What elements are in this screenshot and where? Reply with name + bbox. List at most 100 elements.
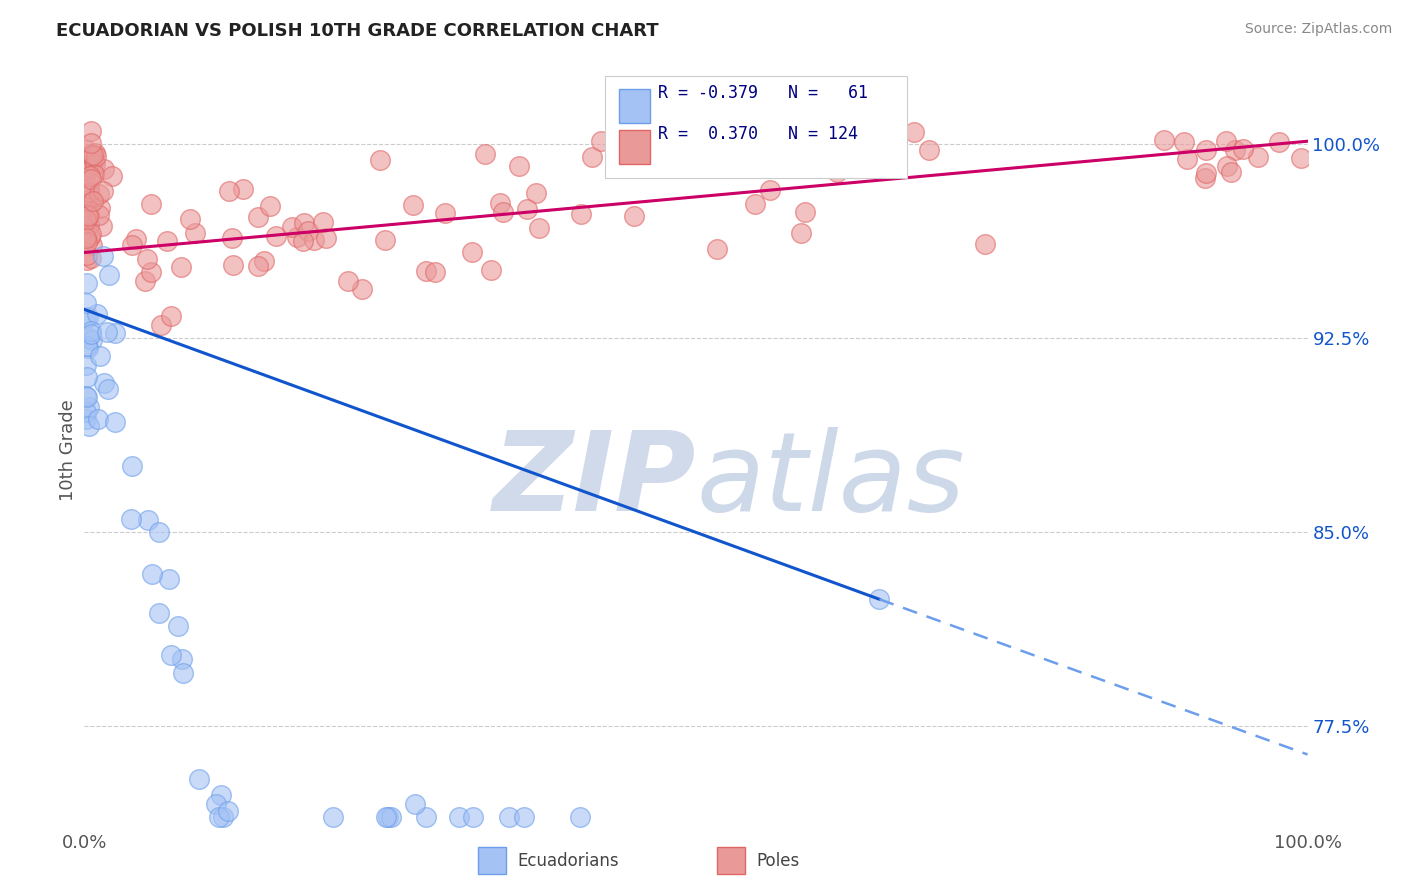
- Point: [188, 772, 211, 786]
- Point: [415, 264, 437, 278]
- Point: [75, 213, 97, 227]
- Point: [157, 572, 180, 586]
- Point: [315, 231, 337, 245]
- Point: [121, 458, 143, 473]
- Point: [489, 196, 512, 211]
- Point: [90, 219, 112, 234]
- Point: [76, 235, 98, 250]
- Point: [209, 788, 232, 802]
- Point: [76, 248, 98, 262]
- Point: [492, 204, 515, 219]
- Point: [79, 230, 101, 244]
- Point: [449, 809, 471, 823]
- Point: [75, 230, 97, 244]
- Point: [76, 196, 98, 211]
- Point: [104, 415, 127, 429]
- Point: [82, 194, 104, 209]
- Point: [1223, 143, 1246, 157]
- Point: [148, 606, 170, 620]
- Point: [93, 376, 115, 391]
- Y-axis label: 10th Grade: 10th Grade: [59, 400, 77, 501]
- Point: [253, 253, 276, 268]
- Point: [79, 185, 101, 199]
- Point: [1195, 143, 1218, 157]
- Text: ZIP: ZIP: [492, 427, 696, 534]
- Point: [91, 184, 114, 198]
- Point: [172, 651, 194, 665]
- Point: [479, 263, 502, 277]
- Point: [77, 153, 100, 168]
- Point: [246, 210, 269, 224]
- Point: [83, 153, 105, 167]
- Point: [83, 146, 105, 161]
- Point: [79, 180, 101, 194]
- Point: [80, 333, 103, 347]
- Point: [75, 412, 97, 426]
- Point: [461, 244, 484, 259]
- Point: [75, 197, 97, 211]
- Point: [375, 809, 398, 823]
- Point: [350, 282, 373, 296]
- Point: [918, 143, 941, 157]
- Point: [404, 797, 426, 811]
- Point: [232, 182, 254, 196]
- Point: [77, 418, 100, 433]
- Text: Ecuadorians: Ecuadorians: [517, 852, 619, 870]
- Point: [205, 797, 228, 811]
- Point: [1232, 142, 1254, 156]
- Point: [211, 809, 233, 823]
- Point: [120, 512, 142, 526]
- Point: [1177, 152, 1199, 166]
- Point: [149, 318, 172, 332]
- Point: [80, 171, 103, 186]
- Point: [297, 224, 319, 238]
- Point: [221, 258, 243, 272]
- Point: [527, 221, 550, 235]
- Point: [104, 326, 127, 340]
- Point: [402, 198, 425, 212]
- Point: [280, 219, 302, 234]
- Point: [77, 208, 100, 222]
- Point: [869, 592, 891, 607]
- Point: [903, 125, 925, 139]
- Point: [76, 339, 98, 353]
- Point: [160, 310, 183, 324]
- Point: [75, 405, 97, 419]
- Point: [167, 619, 190, 633]
- Point: [217, 805, 239, 819]
- Point: [292, 216, 315, 230]
- Point: [100, 169, 122, 184]
- Point: [77, 341, 100, 355]
- Point: [80, 327, 103, 342]
- Point: [76, 330, 98, 344]
- Point: [84, 157, 107, 171]
- Point: [82, 148, 104, 162]
- Point: [77, 186, 100, 200]
- Point: [134, 274, 156, 288]
- Point: [1219, 165, 1241, 179]
- Point: [322, 809, 344, 823]
- Point: [423, 265, 446, 279]
- Point: [76, 253, 98, 268]
- Point: [84, 149, 107, 163]
- Point: [79, 325, 101, 339]
- Point: [793, 205, 815, 219]
- Point: [75, 359, 97, 373]
- Point: [76, 369, 98, 384]
- Point: [246, 259, 269, 273]
- Point: [973, 237, 995, 252]
- Point: [136, 513, 159, 527]
- Point: [1173, 135, 1195, 149]
- Point: [218, 184, 240, 198]
- Point: [605, 124, 627, 138]
- Point: [1194, 165, 1216, 179]
- Point: [336, 274, 359, 288]
- Point: [75, 389, 97, 403]
- Point: [97, 382, 120, 396]
- Point: [623, 209, 645, 223]
- Point: [89, 201, 111, 215]
- Point: [141, 197, 163, 211]
- Point: [266, 229, 288, 244]
- Point: [148, 525, 170, 540]
- Point: [76, 276, 98, 290]
